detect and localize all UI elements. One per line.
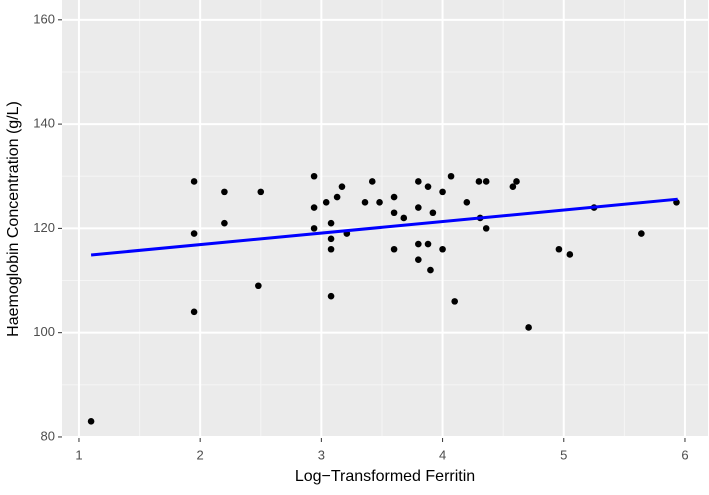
point (482, 225, 490, 232)
point (322, 199, 330, 206)
panel (62, 0, 708, 438)
y-tick-label: 80 (41, 428, 55, 443)
point (447, 172, 455, 180)
point (333, 193, 341, 201)
y-tick-label: 100 (33, 324, 55, 339)
regression-line (90, 197, 678, 257)
x-tick-label: 2 (197, 447, 204, 462)
x-tick-label: 6 (681, 447, 688, 462)
point (338, 183, 346, 190)
x-tick-label: 5 (560, 447, 567, 462)
x-tick-label: 1 (75, 447, 82, 462)
point (310, 204, 318, 211)
point (390, 209, 398, 217)
point (513, 178, 520, 185)
point (566, 251, 574, 258)
x-axis-label: Log−Transformed Ferritin (295, 468, 475, 485)
point (555, 245, 563, 253)
point (390, 193, 398, 201)
x-tick-label: 4 (439, 447, 446, 462)
point (361, 199, 369, 206)
point (482, 178, 490, 185)
point (415, 256, 422, 263)
point (221, 188, 228, 196)
point (509, 183, 517, 190)
point (87, 418, 95, 425)
point (415, 240, 422, 248)
point (310, 172, 318, 180)
point (415, 204, 422, 211)
point (638, 230, 645, 237)
x-tick-label: 3 (318, 447, 325, 462)
y-tick-label: 140 (33, 116, 55, 131)
point (439, 245, 446, 253)
point (390, 245, 398, 253)
point (400, 214, 408, 222)
point (310, 225, 318, 232)
point (424, 240, 432, 248)
point (190, 178, 198, 185)
point (327, 292, 335, 300)
point (255, 282, 262, 290)
point (327, 245, 335, 253)
point (475, 178, 483, 185)
y-tick-label: 160 (33, 11, 55, 26)
point (415, 178, 422, 185)
point (190, 230, 198, 237)
point (451, 298, 458, 305)
point (429, 209, 437, 217)
point (525, 324, 532, 331)
y-tick-label: 120 (33, 220, 55, 235)
point (463, 199, 471, 206)
y-axis-label: Haemoglobin Concentration (g/L) (5, 101, 22, 337)
point (190, 308, 198, 316)
point (439, 188, 446, 196)
point (327, 235, 335, 243)
point (221, 219, 228, 227)
point (427, 266, 434, 274)
point (327, 219, 335, 227)
point (368, 178, 376, 185)
point (376, 199, 383, 206)
point (257, 188, 265, 196)
point (424, 183, 432, 190)
